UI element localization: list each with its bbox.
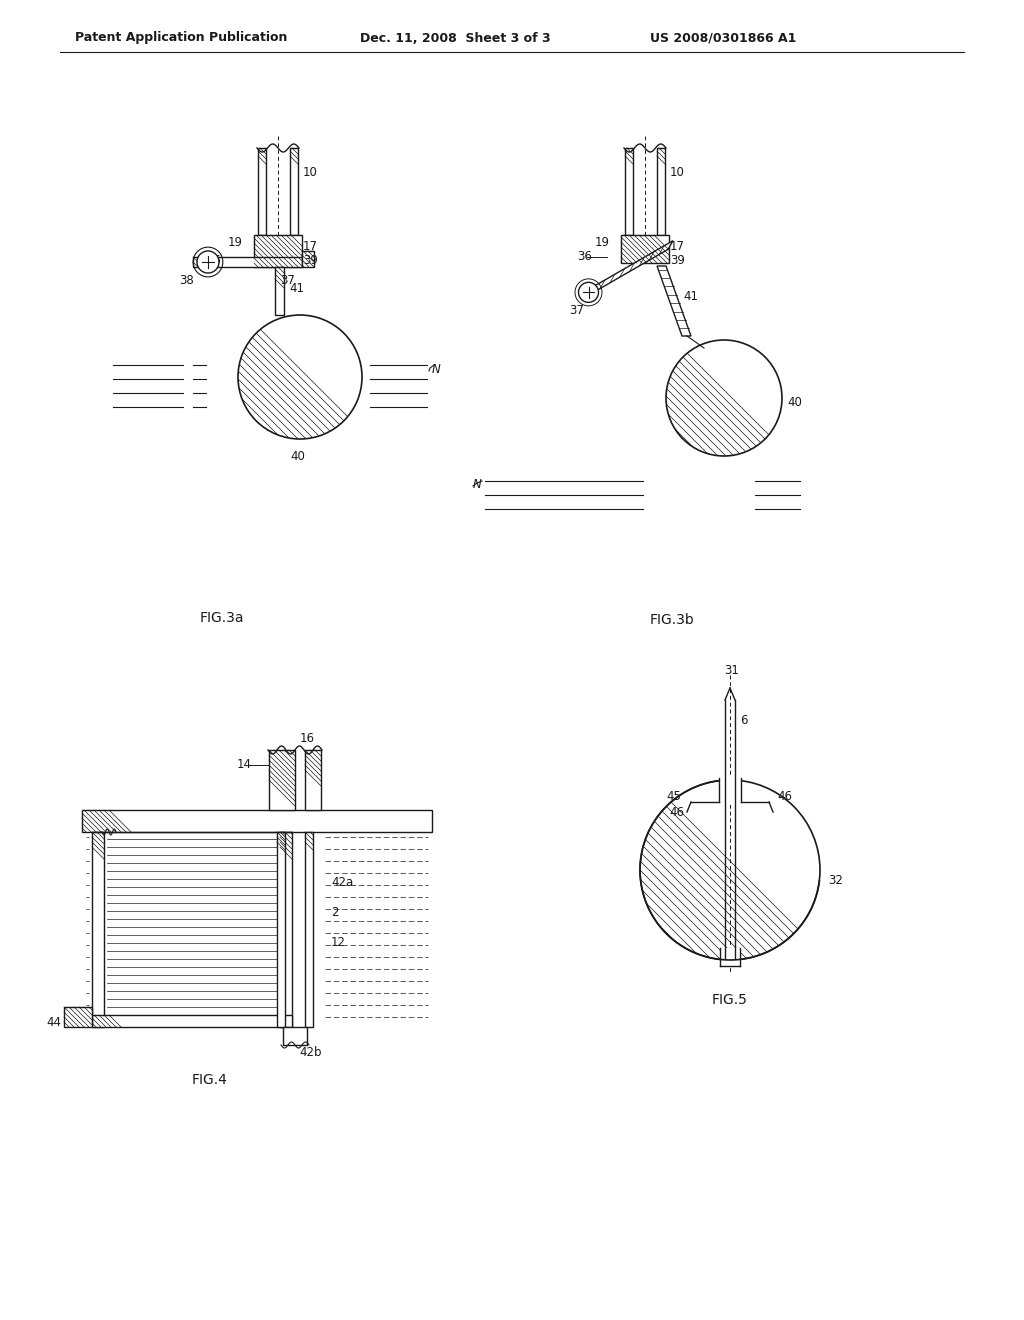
- Text: 10: 10: [303, 166, 317, 180]
- Bar: [92, 1015, 292, 1027]
- Bar: [719, 775, 741, 805]
- Bar: [283, 1027, 307, 1045]
- Text: 32: 32: [828, 874, 843, 887]
- Text: 40: 40: [787, 396, 802, 409]
- Bar: [104, 834, 280, 1015]
- Bar: [63, 1007, 92, 1027]
- Text: 12: 12: [331, 936, 346, 949]
- Bar: [278, 832, 285, 1027]
- Polygon shape: [657, 267, 691, 337]
- Bar: [302, 251, 314, 267]
- Circle shape: [579, 282, 598, 302]
- Text: 45: 45: [666, 791, 681, 804]
- Text: 42a: 42a: [331, 875, 353, 888]
- Text: 14: 14: [237, 759, 252, 771]
- Polygon shape: [586, 240, 673, 297]
- Bar: [275, 267, 284, 315]
- Text: 46: 46: [777, 791, 792, 804]
- Bar: [305, 750, 321, 810]
- Circle shape: [197, 251, 219, 273]
- Text: 6: 6: [740, 714, 748, 726]
- Text: 16: 16: [300, 731, 315, 744]
- Text: 37: 37: [569, 304, 584, 317]
- Bar: [82, 810, 432, 832]
- Text: 46: 46: [669, 805, 684, 818]
- Text: 42b: 42b: [299, 1045, 322, 1059]
- Text: 10: 10: [670, 166, 685, 180]
- Bar: [258, 148, 266, 235]
- Text: 36: 36: [206, 253, 221, 267]
- Circle shape: [666, 341, 782, 455]
- Text: N: N: [473, 478, 481, 491]
- Text: 19: 19: [228, 236, 243, 249]
- Text: 31: 31: [725, 664, 739, 676]
- Bar: [720, 948, 740, 968]
- Text: 40: 40: [290, 450, 305, 463]
- Text: N: N: [432, 363, 440, 376]
- Text: 41: 41: [683, 289, 698, 302]
- Bar: [254, 235, 302, 267]
- Bar: [621, 235, 669, 263]
- Text: 38: 38: [179, 275, 194, 288]
- Text: FIG.5: FIG.5: [712, 993, 748, 1007]
- Text: 19: 19: [595, 236, 610, 249]
- Bar: [290, 148, 298, 235]
- Text: 12a: 12a: [283, 1026, 305, 1039]
- Circle shape: [640, 780, 820, 960]
- Text: 37: 37: [280, 275, 295, 288]
- Text: Dec. 11, 2008  Sheet 3 of 3: Dec. 11, 2008 Sheet 3 of 3: [360, 32, 551, 45]
- Bar: [657, 148, 665, 235]
- Text: 36: 36: [577, 251, 592, 264]
- Text: 41: 41: [289, 282, 304, 296]
- Text: FIG.4: FIG.4: [193, 1073, 228, 1086]
- Text: Patent Application Publication: Patent Application Publication: [75, 32, 288, 45]
- Text: 39: 39: [303, 255, 317, 268]
- Bar: [193, 257, 302, 267]
- Bar: [269, 750, 295, 810]
- Bar: [305, 832, 313, 1027]
- Text: 44: 44: [46, 1015, 61, 1028]
- Text: FIG.3b: FIG.3b: [649, 612, 694, 627]
- Text: 17: 17: [670, 240, 685, 253]
- Bar: [625, 148, 633, 235]
- Circle shape: [238, 315, 362, 440]
- Bar: [280, 832, 292, 1027]
- Text: 39: 39: [670, 255, 685, 268]
- Text: FIG.3a: FIG.3a: [200, 611, 245, 624]
- Text: US 2008/0301866 A1: US 2008/0301866 A1: [650, 32, 797, 45]
- Bar: [92, 832, 104, 1027]
- Text: 2: 2: [331, 906, 339, 919]
- Text: 17: 17: [303, 240, 318, 253]
